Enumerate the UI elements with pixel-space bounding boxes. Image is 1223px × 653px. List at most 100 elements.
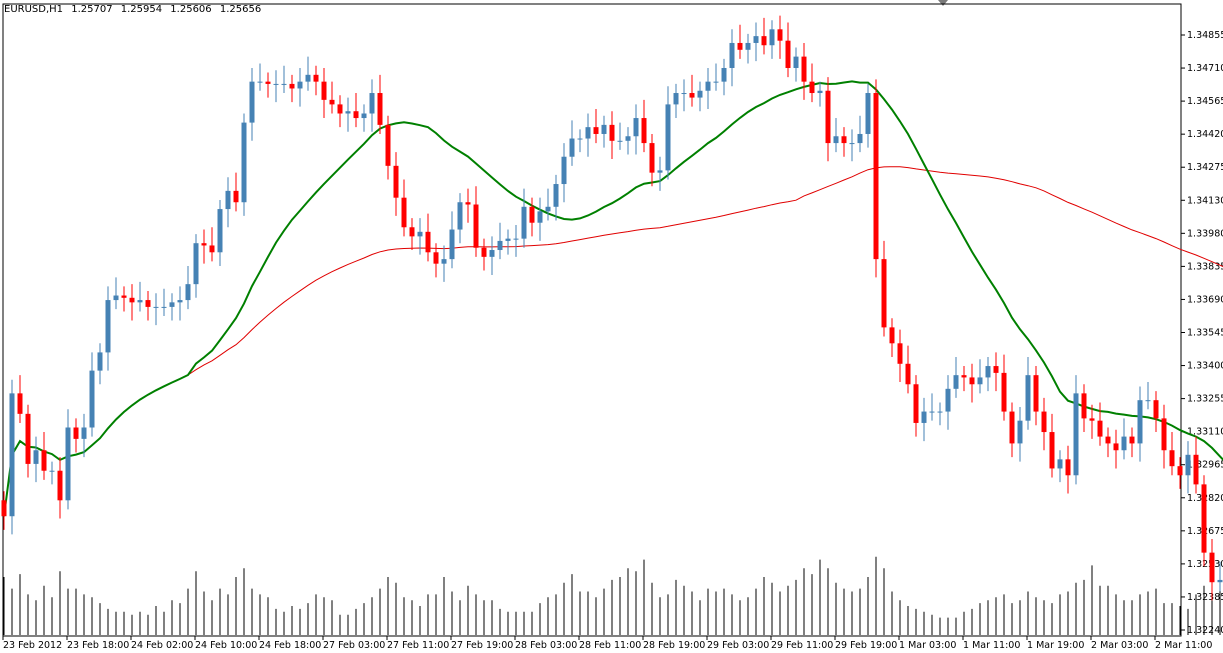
bear-candle-body [321,81,327,100]
bear-candle-body [689,93,695,98]
x-tick-label: 1 Mar 03:00 [899,640,956,651]
bull-candle-body [793,56,799,68]
bull-candle-body [849,143,855,145]
high-value: 1.25954 [120,4,163,15]
bull-candle-body [297,81,303,89]
bull-candle-body [65,427,71,501]
bear-candle-body [289,83,295,89]
bull-candle-body [345,111,351,114]
y-tick-label: 1.33110 [1187,427,1223,438]
bear-candle-body [233,190,239,203]
x-tick-label: 28 Feb 11:00 [579,640,641,651]
y-tick-label: 1.34130 [1187,195,1223,206]
bear-candle-body [873,93,879,260]
bear-candle-body [1113,443,1119,451]
bear-candle-body [57,470,63,501]
bull-candle-body [937,411,943,413]
bear-candle-body [409,227,415,237]
bull-candle-body [945,388,951,412]
bull-candle-body [97,352,103,371]
bull-candle-body [241,122,247,203]
bear-candle-body [1001,372,1007,412]
bull-candle-body [305,74,311,82]
x-tick-label: 27 Feb 11:00 [387,640,449,651]
plot-frame [2,3,1182,637]
x-tick-label: 28 Feb 19:00 [643,640,705,651]
bear-candle-body [265,81,271,84]
bull-candle-body [217,209,223,253]
bear-candle-body [1193,454,1199,485]
bull-candle-body [817,90,823,94]
bear-candle-body [145,300,151,307]
x-tick-label: 29 Feb 19:00 [835,640,897,651]
y-tick-label: 1.33400 [1187,361,1223,372]
bull-candle-body [985,366,991,378]
bull-candle-body [1057,459,1063,469]
bear-candle-body [881,259,887,328]
bull-candle-body [137,300,143,303]
chart-shift-marker-icon[interactable] [938,0,948,6]
bull-candle-body [705,81,711,91]
bull-candle-body [193,243,199,285]
bear-candle-body [1209,552,1215,583]
x-tick-label: 23 Feb 2012 [3,640,62,651]
bull-candle-body [1121,436,1127,451]
bull-candle-body [249,81,255,123]
slow-moving-average-line [3,166,1223,517]
bull-candle-body [625,136,631,141]
x-tick-label: 2 Mar 11:00 [1155,640,1212,651]
x-tick-label: 24 Feb 02:00 [131,640,193,651]
bull-candle-body [1017,420,1023,444]
bear-candle-body [1081,393,1087,419]
bull-candle-body [977,377,983,385]
bull-candle-body [537,211,543,223]
bull-candle-body [105,300,111,353]
bear-candle-body [25,413,31,464]
bear-candle-body [337,104,343,114]
bear-candle-body [353,111,359,119]
bull-candle-body [1185,454,1191,476]
x-tick-label: 23 Feb 18:00 [67,640,129,651]
bull-candle-body [729,42,735,68]
bull-candle-body [585,127,591,139]
bear-candle-body [1169,450,1175,467]
bear-candle-body [481,247,487,257]
bear-candle-body [313,74,319,82]
bull-candle-body [185,284,191,301]
x-tick-label: 27 Feb 19:00 [451,640,513,651]
bull-candle-body [361,113,367,119]
bear-candle-body [1153,400,1159,419]
bear-candle-body [129,297,135,303]
bear-candle-body [905,363,911,385]
bear-candle-body [1105,436,1111,444]
bull-candle-body [665,104,671,171]
y-tick-label: 1.32965 [1187,460,1223,471]
bull-candle-body [257,81,263,83]
bull-candle-body [9,393,15,517]
bear-candle-body [121,295,127,298]
x-tick-label: 27 Feb 03:00 [323,640,385,651]
bear-candle-body [425,231,431,253]
bull-candle-body [745,42,751,50]
bull-candle-body [601,124,607,134]
bull-candle-body [281,83,287,85]
bull-candle-body [769,29,775,46]
bull-candle-body [545,206,551,212]
bull-candle-body [161,306,167,308]
bull-candle-body [521,206,527,239]
bear-candle-body [1201,484,1207,553]
bear-candle-body [777,29,783,41]
close-value: 1.25656 [219,4,262,15]
x-tick-label: 1 Mar 11:00 [963,640,1020,651]
x-tick-label: 24 Feb 10:00 [195,640,257,651]
bear-candle-body [1161,418,1167,451]
bear-candle-body [889,327,895,344]
bear-candle-body [801,56,807,82]
bear-candle-body [649,143,655,173]
bear-candle-body [1097,420,1103,437]
bear-candle-body [913,384,919,423]
bear-candle-body [897,343,903,364]
bear-candle-body [969,377,975,385]
chart-header: EURUSD,H1 1.25707 1.25954 1.25606 1.2565… [4,4,266,15]
bull-candle-body [681,93,687,95]
